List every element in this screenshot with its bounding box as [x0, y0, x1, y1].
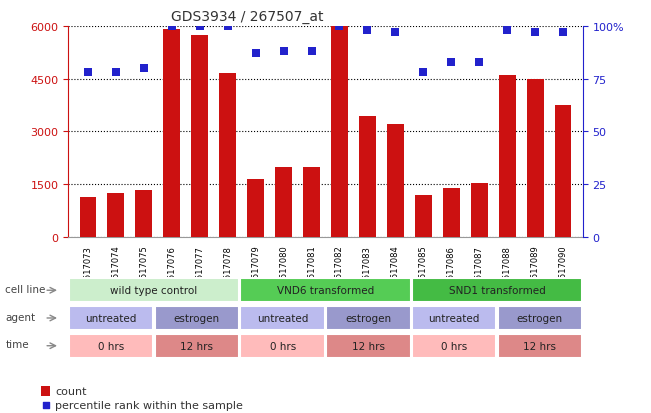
Point: [139, 66, 149, 72]
Bar: [326, 306, 411, 330]
Text: SND1 transformed: SND1 transformed: [449, 285, 546, 296]
Bar: [326, 334, 411, 358]
Bar: [443, 188, 460, 237]
Point: [474, 59, 484, 66]
Bar: [555, 106, 572, 237]
Text: estrogen: estrogen: [517, 313, 563, 323]
Point: [40, 402, 51, 408]
Text: untreated: untreated: [257, 313, 309, 323]
Bar: [415, 195, 432, 237]
Bar: [69, 279, 239, 302]
Point: [279, 49, 289, 55]
Text: untreated: untreated: [428, 313, 480, 323]
Bar: [412, 306, 496, 330]
Text: 12 hrs: 12 hrs: [352, 341, 385, 351]
Point: [502, 28, 512, 34]
Bar: [359, 116, 376, 237]
Text: 0 hrs: 0 hrs: [270, 341, 296, 351]
Bar: [240, 334, 325, 358]
Bar: [303, 167, 320, 237]
Text: time: time: [5, 339, 29, 349]
Text: 0 hrs: 0 hrs: [441, 341, 467, 351]
Point: [362, 28, 372, 34]
Point: [446, 59, 456, 66]
Point: [334, 24, 344, 30]
Bar: [240, 279, 411, 302]
Point: [167, 24, 177, 30]
Bar: [79, 197, 96, 237]
Text: cell line: cell line: [5, 284, 46, 294]
Point: [251, 51, 261, 57]
Point: [111, 70, 121, 76]
Bar: [412, 279, 582, 302]
Text: 12 hrs: 12 hrs: [523, 341, 557, 351]
Bar: [163, 31, 180, 237]
Bar: [41, 386, 51, 396]
Bar: [387, 125, 404, 237]
Bar: [155, 334, 239, 358]
Bar: [219, 74, 236, 237]
Bar: [191, 36, 208, 237]
Text: untreated: untreated: [85, 313, 137, 323]
Bar: [497, 334, 582, 358]
Point: [390, 30, 400, 36]
Text: estrogen: estrogen: [345, 313, 391, 323]
Bar: [69, 334, 154, 358]
Bar: [155, 306, 239, 330]
Text: GDS3934 / 267507_at: GDS3934 / 267507_at: [171, 10, 324, 24]
Bar: [135, 190, 152, 237]
Point: [418, 70, 428, 76]
Point: [307, 49, 317, 55]
Text: VND6 transformed: VND6 transformed: [277, 285, 374, 296]
Bar: [240, 306, 325, 330]
Point: [530, 30, 540, 36]
Text: percentile rank within the sample: percentile rank within the sample: [55, 400, 243, 410]
Bar: [107, 194, 124, 237]
Text: wild type control: wild type control: [111, 285, 198, 296]
Bar: [247, 180, 264, 237]
Bar: [497, 306, 582, 330]
Point: [223, 24, 233, 30]
Text: count: count: [55, 386, 87, 396]
Point: [195, 24, 205, 30]
Text: 12 hrs: 12 hrs: [180, 341, 214, 351]
Text: agent: agent: [5, 312, 35, 322]
Bar: [275, 167, 292, 237]
Bar: [527, 79, 544, 237]
Bar: [69, 306, 154, 330]
Bar: [499, 76, 516, 237]
Text: estrogen: estrogen: [174, 313, 220, 323]
Point: [558, 30, 568, 36]
Bar: [412, 334, 496, 358]
Bar: [331, 27, 348, 237]
Bar: [471, 183, 488, 237]
Point: [83, 70, 93, 76]
Text: 0 hrs: 0 hrs: [98, 341, 124, 351]
